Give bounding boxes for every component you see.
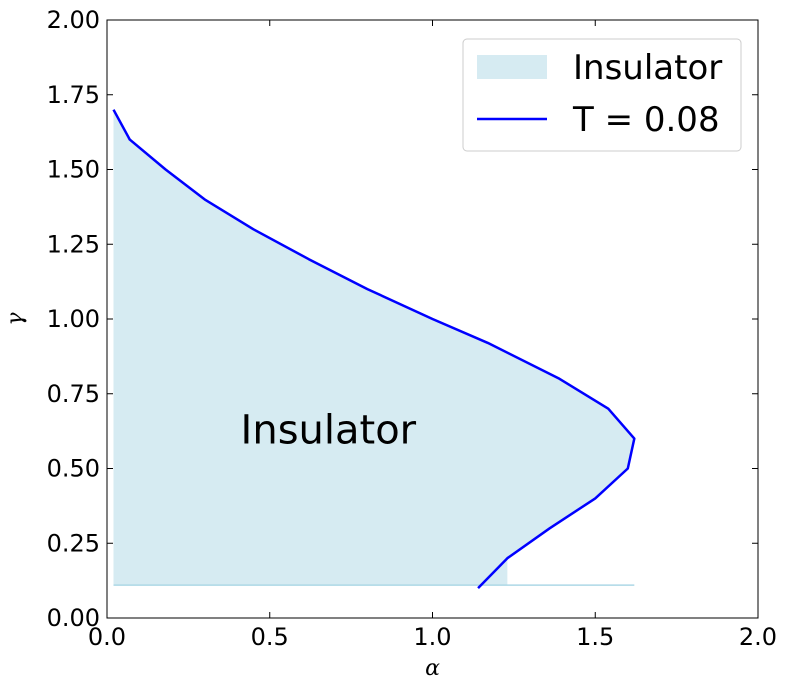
y-tick-label: 0.75 [47,380,100,408]
axes-layer: 0.0 0.5 1.0 1.5 2.0 0.00 0.25 0.50 0.75 1.00 1.25 1… [3,6,777,681]
y-tick-label: 2.00 [47,6,100,34]
x-tick-label: 0.0 [88,623,126,651]
y-tick-label: 1.25 [47,230,100,258]
annotation-layer: Insulator [241,408,417,454]
insulator-fill-layer [113,109,635,586]
annotation-insulator: Insulator [241,408,417,454]
y-axis-label: γ [3,312,28,326]
x-tick-label: 2.0 [739,623,777,651]
x-tick-label: 1.0 [413,623,451,651]
x-tick-label: 1.5 [576,623,614,651]
insulator-region [113,109,635,586]
y-tick-label: 0.25 [47,529,100,557]
legend-label: T = 0.08 [572,100,720,140]
x-axis-label: α [425,656,440,681]
x-tick-label: 0.5 [251,623,289,651]
y-tick-label: 1.00 [47,305,100,333]
series-line-t-0-08 [112,109,636,589]
legend: Insulator T = 0.08 [462,38,742,152]
series-line-layer [112,109,636,589]
legend-swatch-insulator [477,55,547,79]
y-tick-label: 0.00 [47,604,100,632]
y-tick-label: 1.75 [47,81,100,109]
y-tick-label: 1.50 [47,156,100,184]
legend-label: Insulator [573,48,722,88]
y-tick-label: 0.50 [47,455,100,483]
